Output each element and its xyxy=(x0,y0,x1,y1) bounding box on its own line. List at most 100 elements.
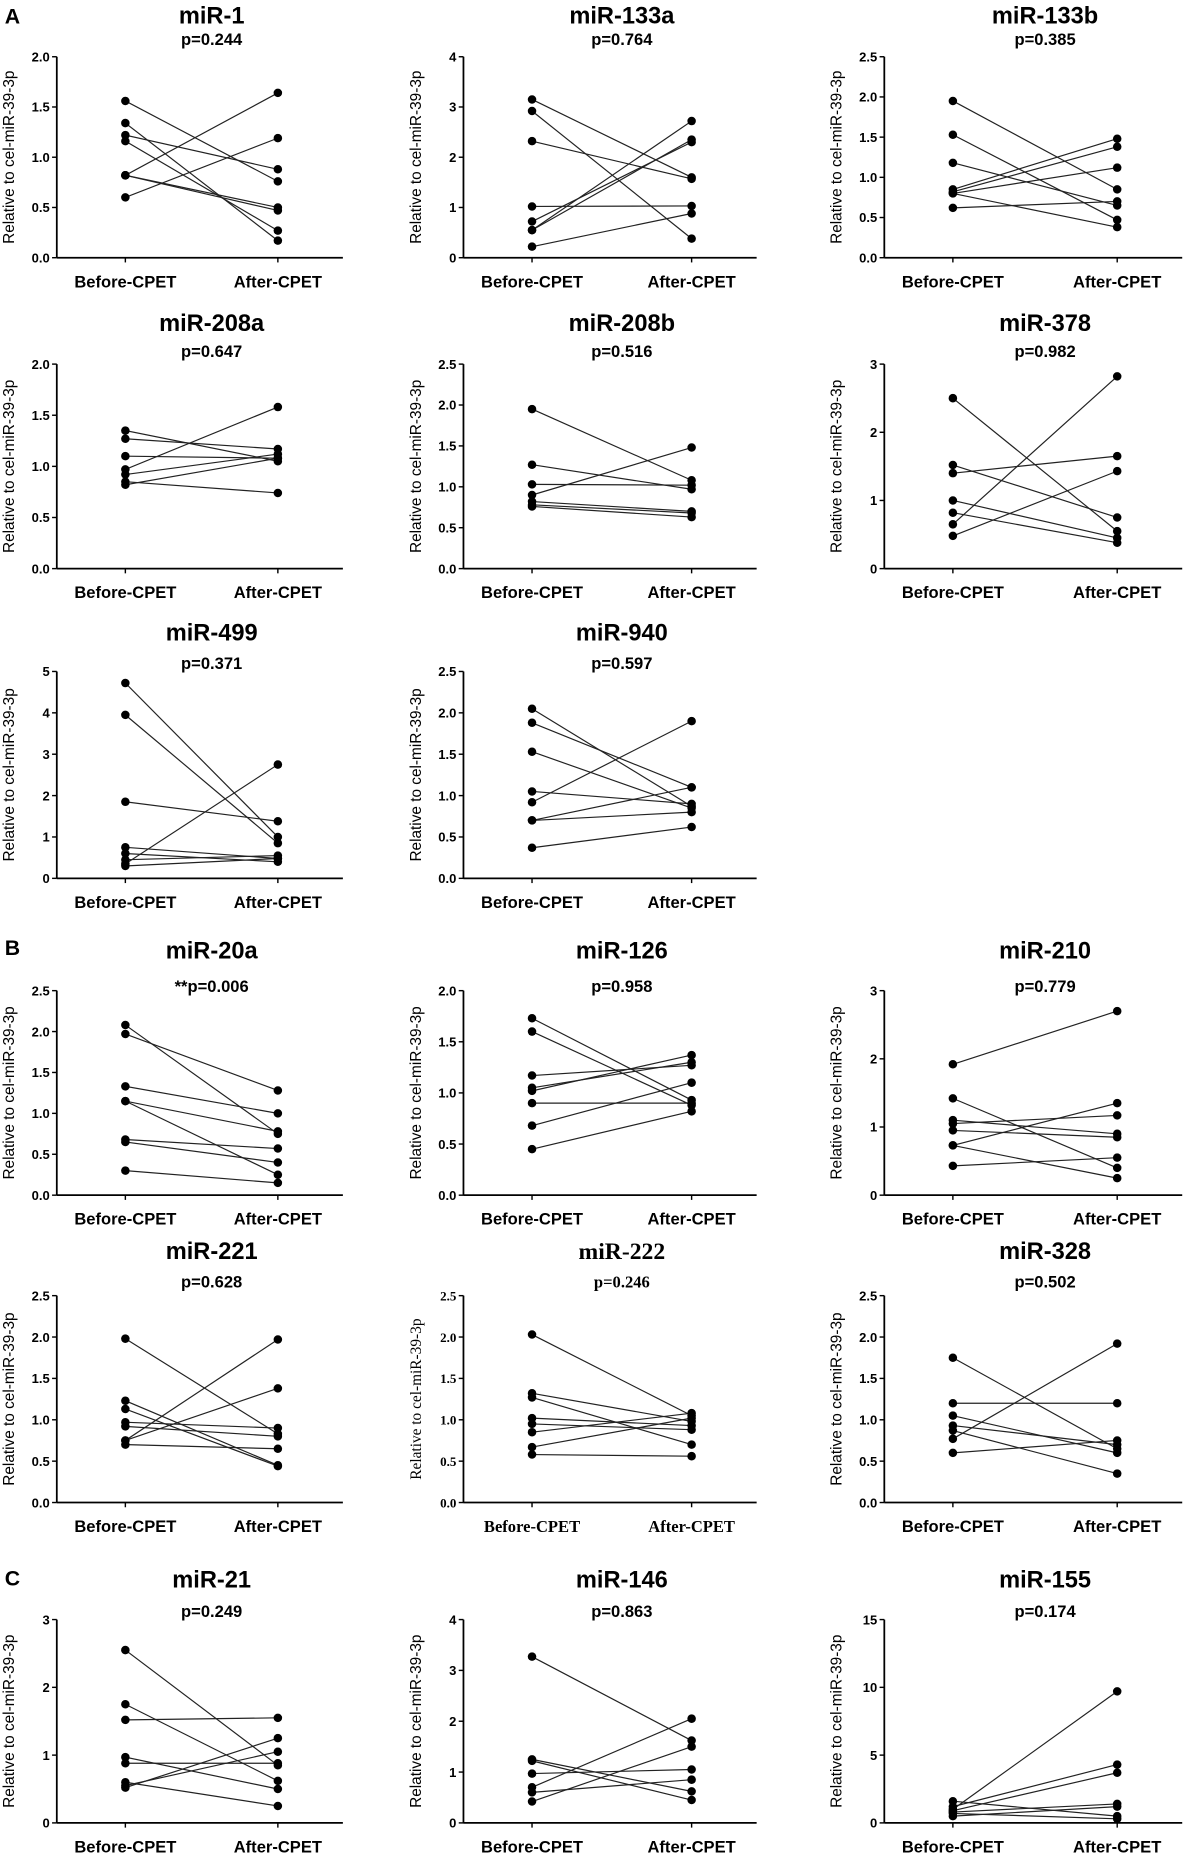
after-point xyxy=(273,1335,283,1344)
paired-line xyxy=(531,790,692,805)
after-point xyxy=(687,1098,696,1108)
x-category-label: After-CPET xyxy=(648,1517,735,1536)
y-tick-label: 2 xyxy=(870,1052,877,1067)
paired-line xyxy=(125,1141,278,1164)
paired-line xyxy=(125,801,278,822)
after-point xyxy=(687,1078,696,1087)
paired-line xyxy=(952,1806,1118,1817)
after-point xyxy=(687,174,696,184)
y-tick-label: 1.5 xyxy=(438,439,456,454)
before-point xyxy=(121,1645,130,1655)
after-point xyxy=(687,443,696,452)
paired-line xyxy=(531,751,692,809)
paired-line xyxy=(531,1412,692,1433)
paired-line xyxy=(125,134,278,170)
paired-line xyxy=(531,1417,692,1427)
before-point xyxy=(948,508,958,517)
before-point xyxy=(527,1450,537,1459)
y-tick-label: 1.5 xyxy=(438,1035,456,1050)
chart-title: miR-20a xyxy=(166,939,259,965)
after-point xyxy=(273,453,283,463)
y-tick-label: 2 xyxy=(449,1714,456,1729)
after-point xyxy=(1112,142,1122,152)
paired-line xyxy=(125,1024,279,1135)
after-point xyxy=(687,799,696,809)
y-tick-label: 1.0 xyxy=(32,1413,50,1428)
before-point xyxy=(121,1020,130,1030)
y-tick-label: 2.5 xyxy=(859,1288,877,1303)
y-tick-label: 0.5 xyxy=(32,1147,50,1162)
before-point xyxy=(121,1715,130,1725)
before-point xyxy=(527,1769,537,1778)
x-category-label: After-CPET xyxy=(234,1517,322,1536)
chart-title: miR-208a xyxy=(159,311,265,337)
after-point xyxy=(273,1423,283,1433)
before-point xyxy=(948,130,958,139)
y-tick-label: 0 xyxy=(449,250,456,265)
after-point xyxy=(273,133,283,143)
y-tick-label: 0 xyxy=(870,1816,877,1831)
chart-title: miR-208b xyxy=(569,311,675,337)
y-tick-label: 3 xyxy=(42,1612,49,1627)
before-point xyxy=(121,136,130,146)
before-point xyxy=(948,1161,958,1171)
after-point xyxy=(687,209,696,218)
y-tick-label: 1 xyxy=(449,200,456,215)
paired-line xyxy=(952,100,1118,190)
before-point xyxy=(948,1141,958,1150)
after-point xyxy=(1112,134,1122,143)
y-tick-label: 0.0 xyxy=(32,1188,50,1203)
after-point xyxy=(1112,372,1122,381)
paired-line xyxy=(531,1396,692,1446)
chart-mir-155: miR-155 p=0.174 0 5 10 15 Before-CPET After-CPE… xyxy=(829,1568,1183,1856)
after-point xyxy=(273,402,283,412)
after-point xyxy=(1112,538,1122,547)
after-point xyxy=(687,1425,696,1434)
x-category-label: Before-CPET xyxy=(481,1837,583,1856)
before-point xyxy=(527,816,537,825)
y-tick-label: 0.5 xyxy=(438,1137,456,1152)
before-point xyxy=(948,158,958,168)
y-tick-label: 1.0 xyxy=(32,150,50,165)
y-tick-label: 0.5 xyxy=(859,210,877,225)
before-point xyxy=(948,1353,958,1362)
before-point xyxy=(527,747,537,756)
paired-line xyxy=(531,1656,692,1742)
after-point xyxy=(1112,1469,1122,1478)
paired-line xyxy=(531,1082,692,1127)
paired-line xyxy=(952,499,1118,539)
before-point xyxy=(948,1411,958,1420)
before-point xyxy=(527,202,537,211)
paired-line xyxy=(531,1779,692,1793)
before-point xyxy=(121,1752,130,1762)
before-point xyxy=(121,797,130,807)
y-axis-label: Relative to cel-miR-39-3p xyxy=(829,1635,846,1808)
before-point xyxy=(527,1121,537,1130)
x-category-label: Before-CPET xyxy=(481,272,583,291)
paired-line xyxy=(125,457,278,486)
paired-line xyxy=(952,1114,1118,1125)
paired-line xyxy=(125,1100,278,1132)
paired-line xyxy=(952,200,1118,209)
chart-mir-126: miR-126 p=0.958 0.0 0.5 1.0 1.5 2.0 Before-CPET… xyxy=(408,939,757,1229)
after-point xyxy=(687,1413,696,1423)
after-point xyxy=(273,1713,283,1723)
before-point xyxy=(527,217,537,226)
x-category-label: After-CPET xyxy=(1073,1837,1161,1856)
y-axis-label: Relative to cel-miR-39-3p xyxy=(829,1006,846,1179)
paired-line xyxy=(125,438,278,450)
paired-line xyxy=(531,1746,692,1803)
paired-line xyxy=(952,512,1118,544)
y-tick-label: 2.0 xyxy=(438,398,456,413)
after-point xyxy=(273,832,283,842)
y-tick-label: 2.5 xyxy=(32,983,50,998)
before-point xyxy=(948,1448,958,1458)
chart-mir-210: miR-210 p=0.779 0 1 2 3 Before-CPET After-CPET R… xyxy=(829,939,1183,1229)
x-category-label: Before-CPET xyxy=(74,1210,176,1229)
before-point xyxy=(121,480,130,490)
p-value: p=0.244 xyxy=(181,30,243,49)
y-tick-label: 2 xyxy=(870,425,877,440)
chart-title: miR-146 xyxy=(576,1568,668,1594)
